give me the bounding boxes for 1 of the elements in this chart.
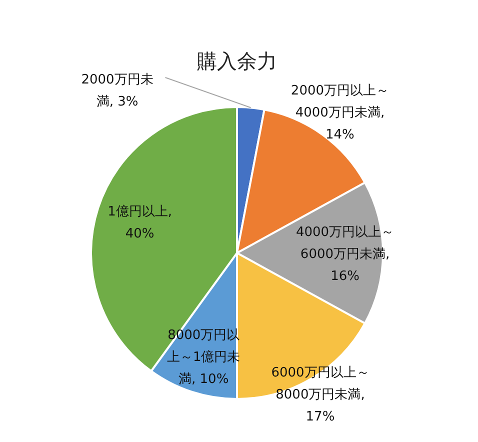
title: 購入余力 <box>197 49 277 73</box>
